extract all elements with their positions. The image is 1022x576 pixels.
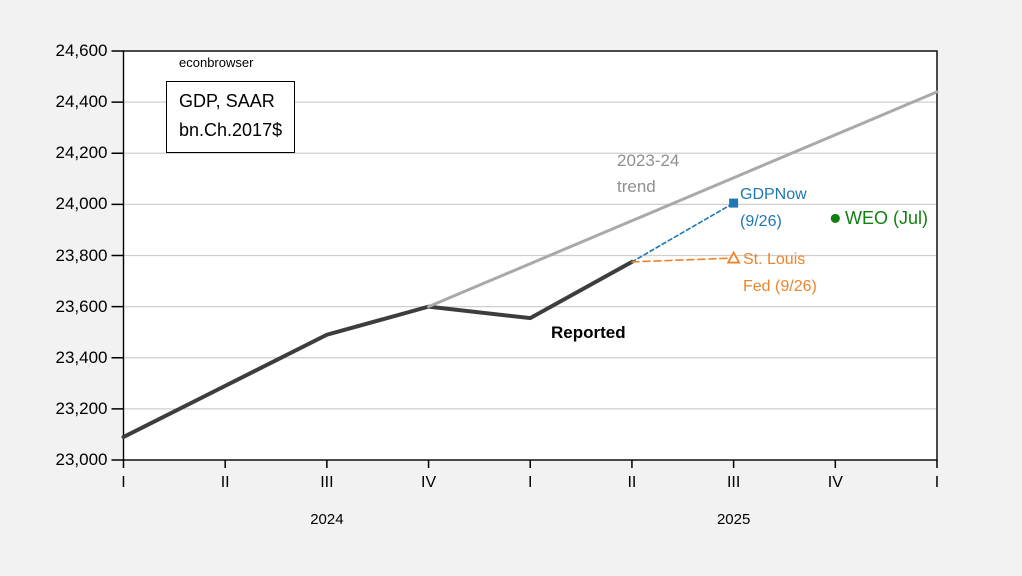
stlouis-annotation-line1: St. Louis bbox=[743, 251, 806, 268]
units-line1: GDP, SAAR bbox=[179, 91, 275, 111]
x-axis-tick-label: I bbox=[528, 474, 533, 491]
trend-annotation: 2023-24 trend bbox=[617, 148, 679, 200]
units-line2: bn.Ch.2017$ bbox=[179, 120, 283, 140]
trend-annotation-line1: 2023-24 bbox=[617, 151, 680, 170]
series-2023-24-trend-line bbox=[427, 90, 939, 309]
y-axis-tick-label: 23,200 bbox=[55, 398, 108, 418]
y-axis-tick-label: 24,200 bbox=[55, 143, 108, 163]
y-axis-tick-label: 24,600 bbox=[55, 41, 108, 60]
x-axis-year-label: 2024 bbox=[310, 511, 344, 528]
gdpnow-annotation-line2: (9/26) bbox=[740, 213, 782, 230]
x-axis-tick-label: I bbox=[934, 474, 940, 491]
weo-annotation: WEO (Jul) bbox=[845, 208, 928, 228]
x-axis-tick-label: II bbox=[627, 474, 637, 491]
x-axis-tick-label: II bbox=[220, 474, 230, 491]
series-weo-jul-marker bbox=[830, 213, 840, 224]
x-axis-tick-label: IV bbox=[421, 474, 437, 491]
y-axis-tick-label: 23,400 bbox=[55, 347, 108, 367]
reported-series-label: Reported bbox=[551, 323, 626, 342]
y-axis-tick-label: 24,000 bbox=[55, 194, 108, 214]
series-gdpnow-9-26-line bbox=[631, 202, 735, 263]
watermark-econbrowser: econbrowser bbox=[179, 55, 254, 70]
trend-annotation-line2: trend bbox=[617, 177, 656, 196]
stlouis-annotation-line2: Fed (9/26) bbox=[743, 278, 817, 295]
units-annotation-box: GDP, SAAR bn.Ch.2017$ bbox=[166, 81, 296, 153]
series-st-louis-fed-9-26-marker bbox=[726, 250, 741, 264]
x-axis-tick-label: III bbox=[320, 474, 334, 491]
gdpnow-annotation-line1: GDPNow bbox=[740, 186, 807, 203]
stlouis-fed-annotation: St. Louis Fed (9/26) bbox=[743, 246, 817, 300]
x-axis-tick-label: III bbox=[726, 474, 741, 491]
y-axis-tick-label: 23,600 bbox=[55, 296, 108, 316]
y-axis-tick-label: 23,000 bbox=[55, 450, 108, 469]
series-st-louis-fed-9-26-line bbox=[631, 257, 735, 263]
x-axis-tick-label: IV bbox=[827, 474, 843, 491]
y-axis-tick-label: 24,400 bbox=[55, 92, 108, 112]
x-axis-tick-label: I bbox=[121, 474, 126, 491]
series-reported-line bbox=[121, 259, 634, 439]
gdpnow-annotation: GDPNow (9/26) bbox=[740, 181, 807, 235]
x-axis-year-label: 2025 bbox=[716, 511, 751, 528]
y-axis-tick-label: 23,800 bbox=[55, 245, 108, 265]
series-gdpnow-9-26-marker bbox=[729, 198, 739, 208]
